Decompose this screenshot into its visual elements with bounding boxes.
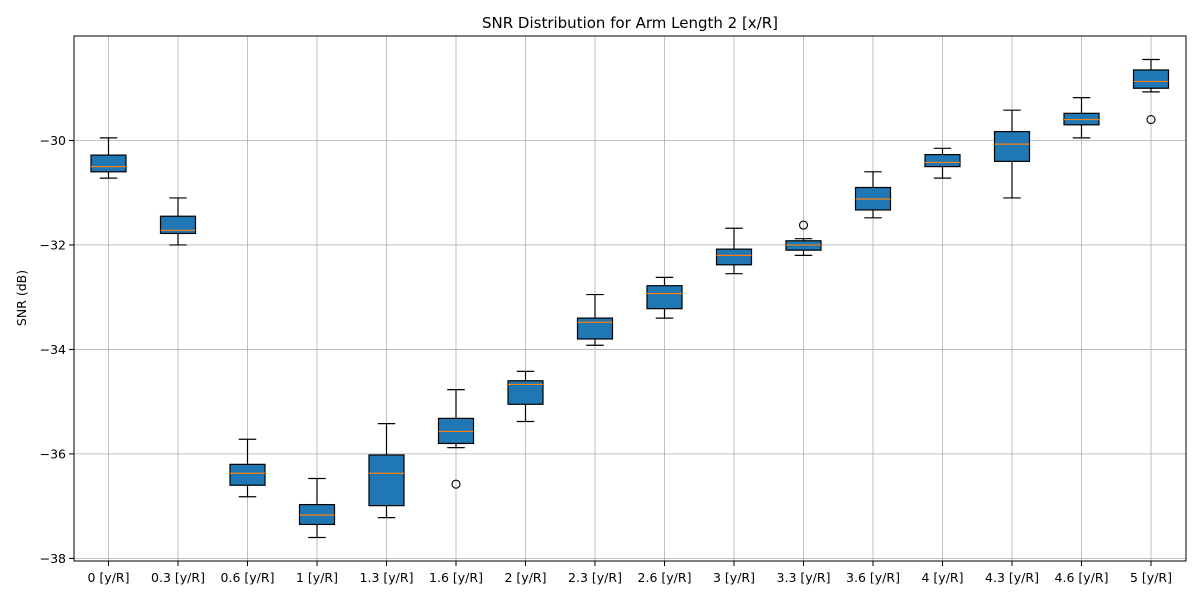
outlier-point bbox=[1146, 115, 1156, 125]
box-group bbox=[1132, 58, 1170, 125]
box-group bbox=[924, 147, 961, 179]
box-group bbox=[646, 276, 683, 319]
x-tick-label: 4.6 [y/R] bbox=[1055, 570, 1109, 585]
box-group bbox=[785, 220, 822, 257]
box-iqr bbox=[576, 317, 614, 340]
x-tick-label: 2.6 [y/R] bbox=[638, 570, 692, 585]
outlier-point bbox=[798, 220, 809, 230]
box-group bbox=[90, 137, 127, 179]
x-tick-label: 4.3 [y/R] bbox=[985, 570, 1039, 585]
y-tick-label: −32 bbox=[40, 237, 66, 252]
box-group bbox=[715, 227, 753, 275]
x-tick-label: 3 [y/R] bbox=[713, 570, 755, 585]
box-iqr bbox=[159, 215, 197, 235]
boxes bbox=[90, 58, 1170, 539]
box-group bbox=[298, 477, 336, 539]
x-tick-label: 0 [y/R] bbox=[88, 570, 130, 585]
box-group bbox=[1063, 97, 1100, 139]
box-group bbox=[993, 109, 1031, 199]
x-tick-label: 4 [y/R] bbox=[922, 570, 964, 585]
y-tick-label: −34 bbox=[40, 342, 66, 357]
box-iqr bbox=[1132, 69, 1170, 89]
box-iqr bbox=[229, 463, 266, 486]
outlier-point bbox=[451, 479, 461, 489]
x-tick-label: 2.3 [y/R] bbox=[568, 570, 622, 585]
box-iqr bbox=[924, 153, 961, 168]
y-tick-label: −38 bbox=[40, 551, 66, 566]
y-axis-label: SNR (dB) bbox=[14, 270, 29, 326]
y-tick-label: −36 bbox=[40, 446, 66, 461]
x-tick-label: 1 [y/R] bbox=[296, 570, 338, 585]
box-group bbox=[507, 370, 544, 423]
x-tick-label: 2 [y/R] bbox=[505, 570, 547, 585]
box-group bbox=[159, 197, 197, 246]
box-iqr bbox=[90, 154, 127, 173]
box-group bbox=[437, 389, 475, 489]
plot-frame bbox=[73, 35, 1187, 562]
axis-ticks: 0 [y/R] 0.3 [y/R] 0.6 [y/R] 1 [y/R] 1.3 [y/R… bbox=[40, 133, 1172, 585]
box-iqr bbox=[507, 380, 544, 405]
x-tick-label: 5 [y/R] bbox=[1130, 570, 1172, 585]
x-tick-label: 3.3 [y/R] bbox=[777, 570, 831, 585]
chart-title: SNR Distribution for Arm Length 2 [x/R] bbox=[482, 14, 778, 32]
x-tick-label: 3.6 [y/R] bbox=[846, 570, 900, 585]
box-iqr bbox=[646, 285, 683, 310]
y-tick-label: −30 bbox=[40, 133, 66, 148]
x-tick-label: 0.6 [y/R] bbox=[221, 570, 275, 585]
box-group bbox=[229, 438, 266, 498]
x-tick-label: 1.3 [y/R] bbox=[360, 570, 414, 585]
x-tick-label: 1.6 [y/R] bbox=[429, 570, 483, 585]
box-group bbox=[576, 293, 614, 346]
grid bbox=[74, 36, 1186, 561]
box-iqr bbox=[993, 130, 1031, 162]
box-iqr bbox=[715, 248, 753, 266]
box-group bbox=[854, 171, 892, 219]
x-tick-label: 0.3 [y/R] bbox=[151, 570, 205, 585]
box-iqr bbox=[368, 454, 405, 507]
box-group bbox=[368, 423, 405, 519]
